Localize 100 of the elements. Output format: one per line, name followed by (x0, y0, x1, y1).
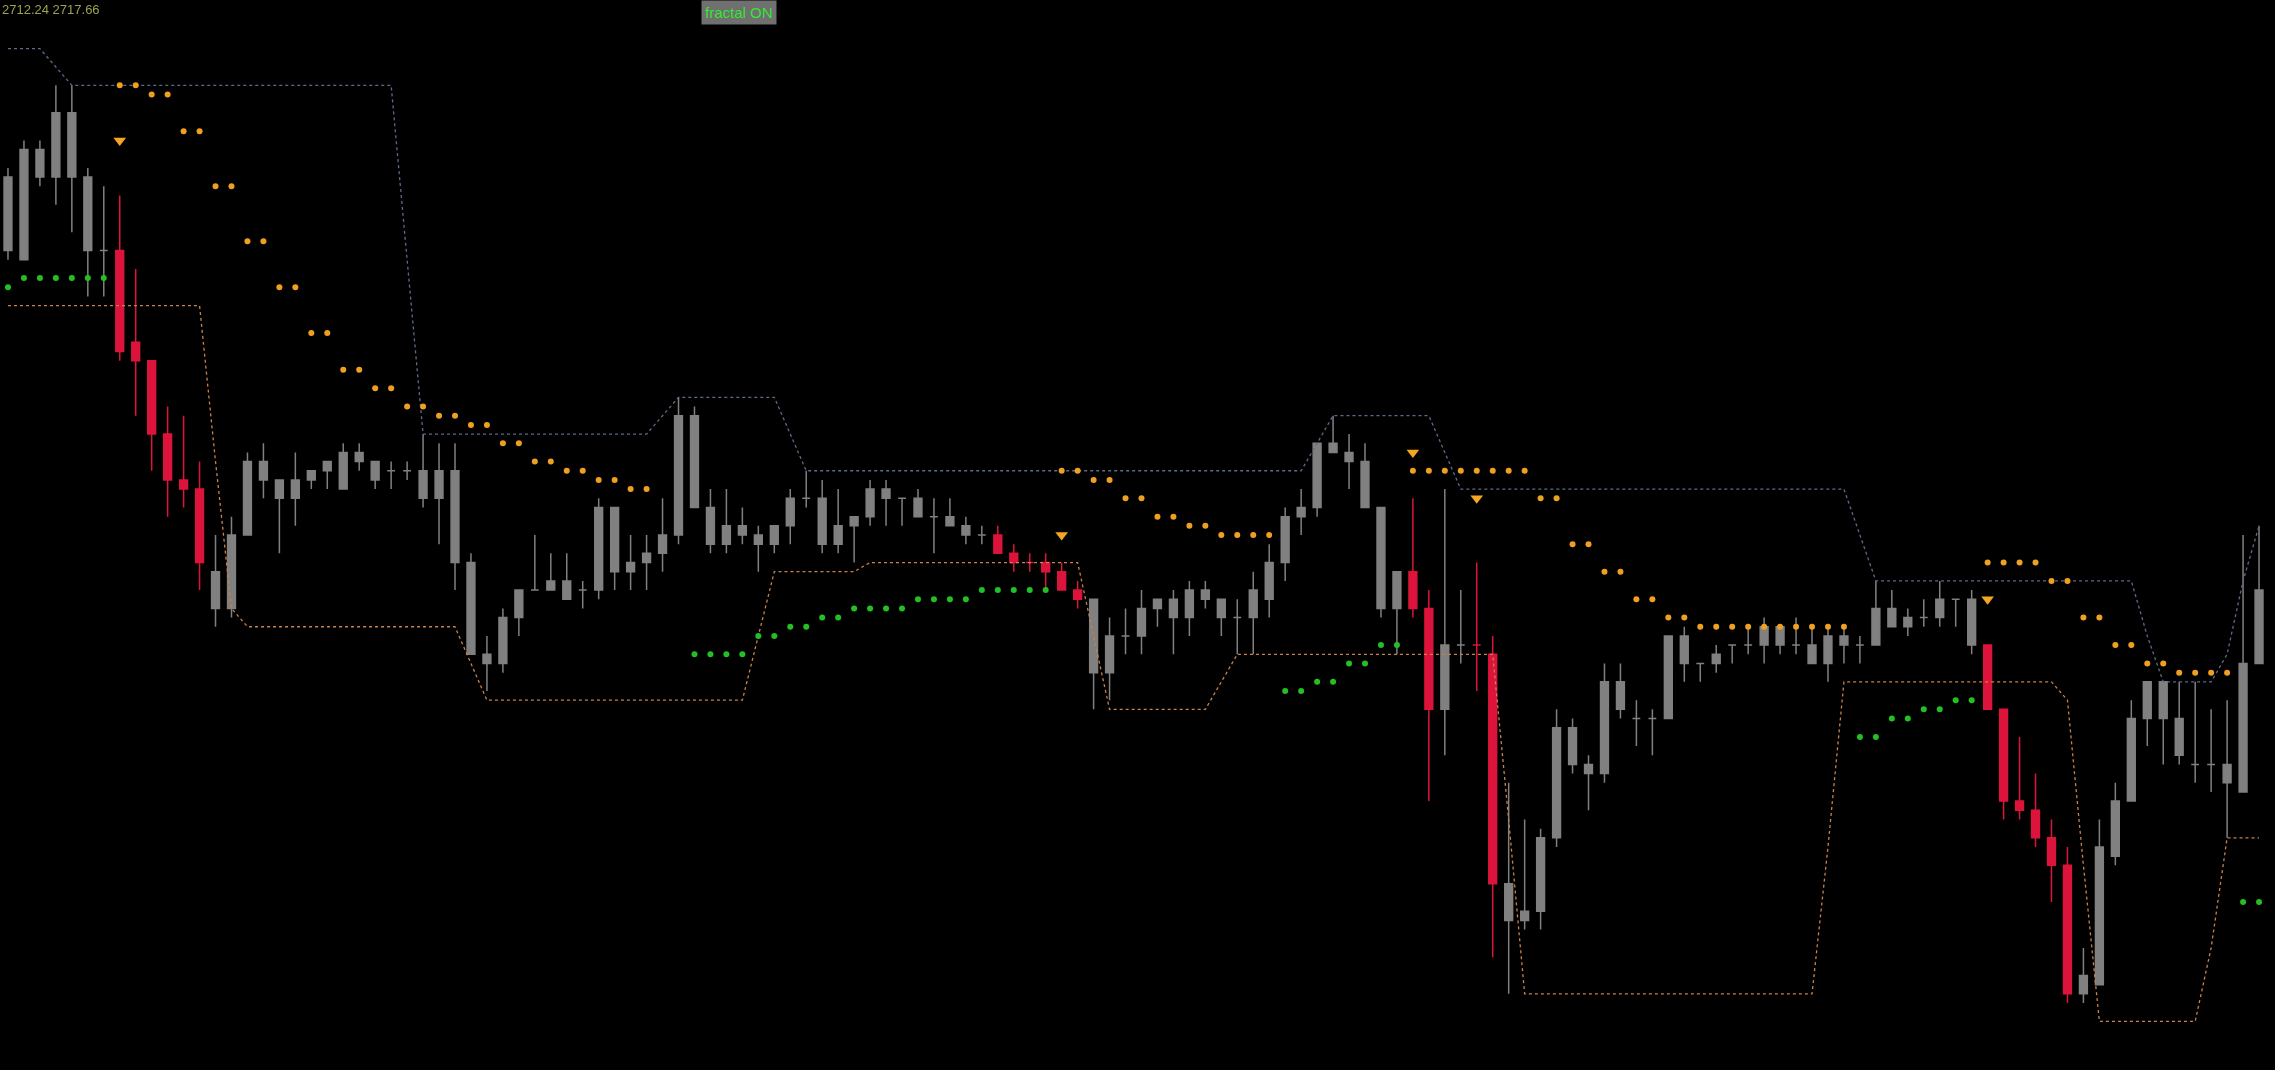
candlestick (578, 580, 588, 610)
point (1968, 697, 1975, 704)
candlestick (769, 525, 779, 555)
candlestick (913, 488, 923, 518)
text: 2712.24 2717.66 (2, 2, 100, 17)
point (1314, 678, 1321, 685)
candlestick (1232, 598, 1242, 656)
candlestick (1088, 598, 1099, 711)
candlestick (1903, 607, 1913, 637)
point (914, 596, 921, 603)
point (851, 605, 858, 612)
point (755, 632, 762, 639)
candlestick (3, 167, 13, 261)
point (1330, 678, 1337, 685)
point (787, 623, 794, 630)
point (1362, 660, 1368, 667)
candlestick (2030, 772, 2041, 848)
candlestick (322, 460, 332, 490)
candlestick (1376, 506, 1386, 619)
candlestick (1280, 506, 1290, 582)
point (1936, 706, 1943, 713)
point (867, 605, 874, 612)
candlestick (338, 442, 348, 490)
point (1010, 587, 1017, 594)
candlestick (1344, 433, 1354, 490)
candlestick (1168, 589, 1179, 656)
candlestick (83, 167, 93, 298)
candlestick (2254, 525, 2264, 665)
candlestick (1998, 708, 2009, 821)
point (1042, 587, 1049, 594)
candlestick (881, 479, 891, 527)
candlestick (1711, 644, 1721, 674)
point (1856, 733, 1863, 740)
candlestick (2126, 699, 2136, 802)
point (1377, 642, 1384, 649)
point (930, 596, 937, 603)
candlestick (2206, 708, 2216, 793)
candlestick (546, 552, 556, 591)
point (1026, 587, 1033, 594)
candlestick (673, 396, 684, 545)
candlestick (1951, 598, 1961, 628)
candlestick (2062, 846, 2073, 1004)
candlestick (354, 442, 364, 472)
candlestick (1136, 589, 1147, 656)
candlestick (1919, 598, 1929, 628)
point (1393, 642, 1400, 649)
point (100, 275, 107, 282)
candlestick (1408, 497, 1418, 619)
candlestick (1248, 570, 1258, 656)
point (707, 651, 714, 658)
point (1298, 688, 1305, 694)
candlestick (849, 515, 859, 564)
candlestick (514, 589, 524, 637)
candlestick (1599, 662, 1610, 784)
candlestick (115, 194, 125, 362)
candlestick (450, 442, 460, 591)
candlestick (194, 460, 205, 591)
candlestick (1216, 598, 1226, 637)
point (994, 587, 1001, 594)
point (36, 275, 43, 282)
candlestick (274, 479, 285, 555)
candlestick (1679, 626, 1689, 683)
candlestick (290, 451, 301, 527)
candlestick (817, 479, 827, 555)
candlestick (625, 534, 636, 591)
candlestick (897, 497, 907, 527)
point (771, 632, 778, 639)
candlestick (131, 268, 141, 417)
candlestick (2158, 681, 2168, 766)
candlestick (609, 506, 620, 591)
point (962, 596, 969, 603)
candlestick (35, 139, 45, 188)
candlestick (1009, 543, 1019, 573)
candlestick (1695, 662, 1705, 683)
candlestick (147, 359, 157, 472)
candlestick (2078, 947, 2089, 1004)
point (1920, 706, 1927, 713)
point (2256, 899, 2263, 906)
candlestick (1504, 782, 1514, 995)
candlestick (258, 442, 269, 500)
candlestick (2222, 699, 2232, 839)
candlestick (1360, 442, 1370, 509)
text: fractal ON (705, 4, 773, 21)
candlestick (2014, 736, 2025, 821)
point (691, 651, 698, 658)
candlestick (641, 534, 652, 591)
candlestick (178, 414, 189, 509)
point (899, 605, 906, 612)
candlestick (306, 470, 316, 490)
candlestick (657, 497, 668, 573)
point (978, 587, 985, 594)
candlestick (1104, 616, 1115, 701)
candlestick (1647, 708, 1658, 756)
candlestick (386, 460, 396, 490)
candlestick (945, 497, 955, 527)
candlestick (1535, 827, 1546, 931)
point (723, 651, 730, 658)
point (1872, 733, 1879, 740)
candlestick (2142, 681, 2152, 747)
candlestick (1328, 414, 1338, 454)
